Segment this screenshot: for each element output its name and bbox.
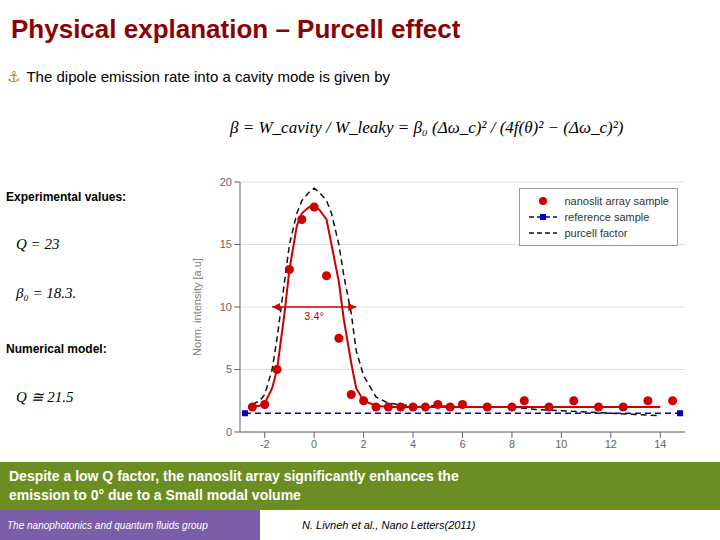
html-text:Despite a low Q factor, the na: Despite a low Q factor, the nanoslit arr… — [9, 468, 459, 484]
svg-text:6: 6 — [459, 438, 465, 450]
svg-text:4: 4 — [410, 438, 416, 450]
html-text:Q ≅ 21.5: Q ≅ 21.5 — [16, 389, 74, 405]
svg-text:Norm. intensity [a.u]: Norm. intensity [a.u] — [191, 258, 203, 356]
html-text:β = W_cavity / W_leaky = β₀ (Δ: β = W_cavity / W_leaky = β₀ (Δω_c)² / (4… — [230, 118, 624, 137]
svg-text:10: 10 — [220, 301, 232, 313]
svg-text:12: 12 — [605, 438, 617, 450]
svg-text:2: 2 — [361, 438, 367, 450]
html-text:⚓ The dipole emission rate int: ⚓ The dipole emission rate into a cavity… — [7, 68, 390, 85]
html-text:N. Livneh et al., Nano Letters: N. Livneh et al., Nano Letters(2011) — [302, 519, 476, 531]
html-text:Experimental values:: Experimental values: — [6, 190, 127, 204]
html-text:Physical explanation – Purcell: Physical explanation – Purcell effect — [11, 14, 461, 44]
svg-text:0: 0 — [311, 438, 317, 450]
html-text:reference sample: reference sample — [564, 211, 650, 223]
html-text:nanoslit array sample: nanoslit array sample — [564, 195, 669, 207]
svg-text:15: 15 — [220, 238, 232, 250]
html-text:Numerical model:: Numerical model: — [6, 342, 107, 356]
svg-text:3.4°: 3.4° — [304, 310, 324, 322]
html-text:The nanophotonics and quantum: The nanophotonics and quantum fluids gro… — [7, 519, 208, 531]
html-text:emission to 0° due to a Small: emission to 0° due to a Small modal volu… — [9, 487, 301, 503]
svg-text:0: 0 — [226, 426, 232, 438]
html-text:purcell factor: purcell factor — [564, 227, 628, 239]
svg-text:10: 10 — [555, 438, 567, 450]
svg-text:14: 14 — [654, 438, 666, 450]
svg-text:5: 5 — [226, 363, 232, 375]
svg-text:-2: -2 — [260, 438, 270, 450]
svg-text:8: 8 — [509, 438, 515, 450]
html-text:β₀ = 18.3.: β₀ = 18.3. — [16, 285, 77, 301]
html-text:Q = 23: Q = 23 — [16, 236, 60, 252]
svg-text:20: 20 — [220, 176, 232, 188]
